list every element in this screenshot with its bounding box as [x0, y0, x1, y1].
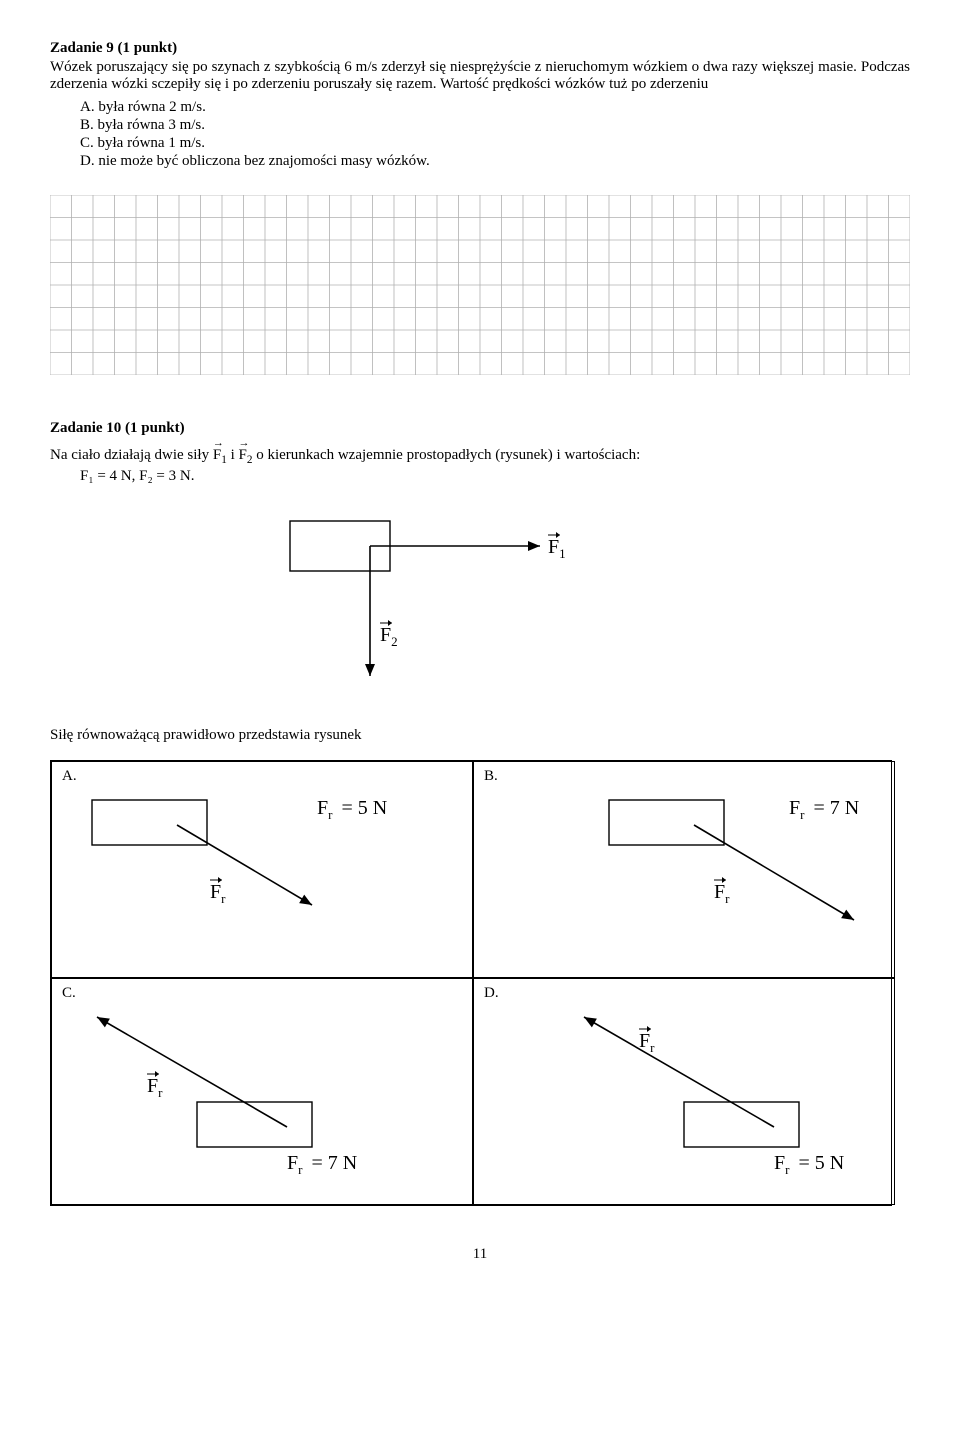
- svg-text:Fr: Fr: [147, 1075, 163, 1100]
- svg-text:Fr = 7 N: Fr = 7 N: [287, 1152, 357, 1177]
- svg-text:Fr = 5 N: Fr = 5 N: [317, 797, 387, 822]
- task10-eq-text: Siłę równoważącą prawidłowo przedstawia …: [50, 727, 910, 744]
- task10-title: Zadanie 10: [50, 420, 121, 436]
- answer-label-b: B.: [484, 768, 498, 785]
- task10-main-figure: F1 F2: [50, 501, 910, 691]
- task9-option-d: D. nie może być obliczona bez znajomości…: [80, 153, 910, 170]
- task10-header: Zadanie 10 (1 punkt): [50, 420, 910, 437]
- task10-intro-before: Na ciało działają dwie siły: [50, 447, 213, 463]
- svg-text:F2: F2: [380, 624, 398, 649]
- task9-body: Wózek poruszający się po szynach z szybk…: [50, 59, 910, 93]
- svg-text:F1: F1: [548, 536, 566, 561]
- vector-f1-inline: F1→: [213, 447, 227, 466]
- task10-intro: Na ciało działają dwie siły F1→ i F2→ o …: [50, 447, 910, 466]
- task9-header: Zadanie 9 (1 punkt): [50, 40, 910, 57]
- task10-intro-mid: i: [227, 447, 239, 463]
- svg-text:Fr = 7 N: Fr = 7 N: [789, 797, 859, 822]
- task10-points: (1 punkt): [121, 420, 184, 436]
- answer-cell-c: C. Fr Fr = 7 N: [51, 978, 473, 1205]
- task10-intro-after: o kierunkach wzajemnie prostopadłych (ry…: [252, 447, 640, 463]
- task9-title: Zadanie 9: [50, 40, 114, 56]
- page-number: 11: [50, 1246, 910, 1263]
- svg-text:Fr: Fr: [714, 881, 730, 906]
- answer-grid: A. Fr Fr = 5 N B. Fr Fr = 7 N C. Fr Fr = 7 …: [50, 760, 892, 1206]
- answer-cell-a: A. Fr Fr = 5 N: [51, 761, 473, 978]
- task9-options: A. była równa 2 m/s. B. była równa 3 m/s…: [80, 99, 910, 170]
- answer-label-a: A.: [62, 768, 77, 785]
- svg-text:Fr = 5 N: Fr = 5 N: [774, 1152, 844, 1177]
- answer-label-c: C.: [62, 985, 76, 1002]
- svg-text:Fr: Fr: [210, 881, 226, 906]
- answer-label-d: D.: [484, 985, 499, 1002]
- task9-option-a: A. była równa 2 m/s.: [80, 99, 910, 116]
- svg-text:Fr: Fr: [639, 1030, 655, 1055]
- vector-f2-inline: F2→: [239, 447, 253, 466]
- work-grid: [50, 195, 910, 375]
- task9-option-c: C. była równa 1 m/s.: [80, 135, 910, 152]
- answer-cell-b: B. Fr Fr = 7 N: [473, 761, 895, 978]
- task9-points: (1 punkt): [114, 40, 177, 56]
- task10-values: F₁ = 4 N, F₂ = 3 N.: [80, 468, 910, 485]
- answer-cell-d: D. Fr Fr = 5 N: [473, 978, 895, 1205]
- task9-option-b: B. była równa 3 m/s.: [80, 117, 910, 134]
